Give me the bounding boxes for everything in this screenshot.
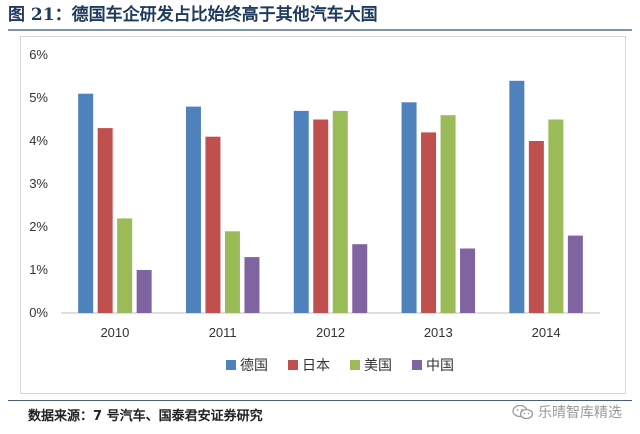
source-divider <box>8 400 632 401</box>
legend-swatch <box>350 360 360 370</box>
x-tick-label: 2014 <box>532 325 561 340</box>
bar-2010-日本 <box>97 128 113 313</box>
title-divider <box>8 29 632 31</box>
legend-label: 德国 <box>240 358 268 374</box>
y-tick-label: 1% <box>29 262 48 277</box>
y-tick-label: 4% <box>29 133 48 148</box>
source-note: 数据来源：7 号汽车、国泰君安证券研究 <box>28 409 263 424</box>
bar-2012-美国 <box>332 110 348 314</box>
bar-2010-德国 <box>78 93 94 313</box>
bar-2013-德国 <box>401 102 417 313</box>
bar-2012-日本 <box>313 119 329 313</box>
bar-2012-中国 <box>352 244 368 313</box>
watermark: 乐晴智库精选 <box>512 402 622 422</box>
legend-label: 中国 <box>426 358 454 374</box>
bar-2013-美国 <box>440 115 456 313</box>
bar-2011-美国 <box>224 231 240 313</box>
bar-chart: 0% 1% 2% 3% 4% 5% 6% 2010 2011 2012 2013 2014 德国 日本 美国… <box>29 47 600 374</box>
x-tick-label: 2013 <box>424 325 453 340</box>
bar-2014-德国 <box>509 80 525 313</box>
legend-swatch <box>412 360 422 370</box>
bar-2013-中国 <box>460 248 476 313</box>
legend-label: 日本 <box>302 358 330 374</box>
bar-2011-日本 <box>205 136 221 313</box>
y-tick-label: 0% <box>29 305 48 320</box>
bar-2012-德国 <box>293 110 309 314</box>
x-tick-label: 2010 <box>100 325 129 340</box>
y-tick-label: 6% <box>29 47 48 62</box>
bar-2014-美国 <box>548 119 564 313</box>
legend-swatch <box>288 360 298 370</box>
bar-2014-中国 <box>567 235 583 313</box>
bar-2013-日本 <box>421 132 437 313</box>
watermark-text: 乐晴智库精选 <box>538 405 622 421</box>
x-tick-label: 2011 <box>209 325 237 340</box>
x-tick-label: 2012 <box>316 325 345 340</box>
y-tick-label: 3% <box>29 176 48 191</box>
bar-2011-中国 <box>244 257 260 313</box>
bar-2014-日本 <box>528 141 544 313</box>
legend-label: 美国 <box>364 358 392 374</box>
bar-2011-德国 <box>185 106 201 313</box>
legend-swatch <box>226 360 236 370</box>
figure-title: 图 21：德国车企研发占比始终高于其他汽车大国 <box>8 5 378 25</box>
y-tick-label: 5% <box>29 90 48 105</box>
wechat-icon <box>512 404 534 420</box>
bar-2010-中国 <box>136 270 152 313</box>
bar-2010-美国 <box>117 218 133 313</box>
y-tick-label: 2% <box>29 219 48 234</box>
